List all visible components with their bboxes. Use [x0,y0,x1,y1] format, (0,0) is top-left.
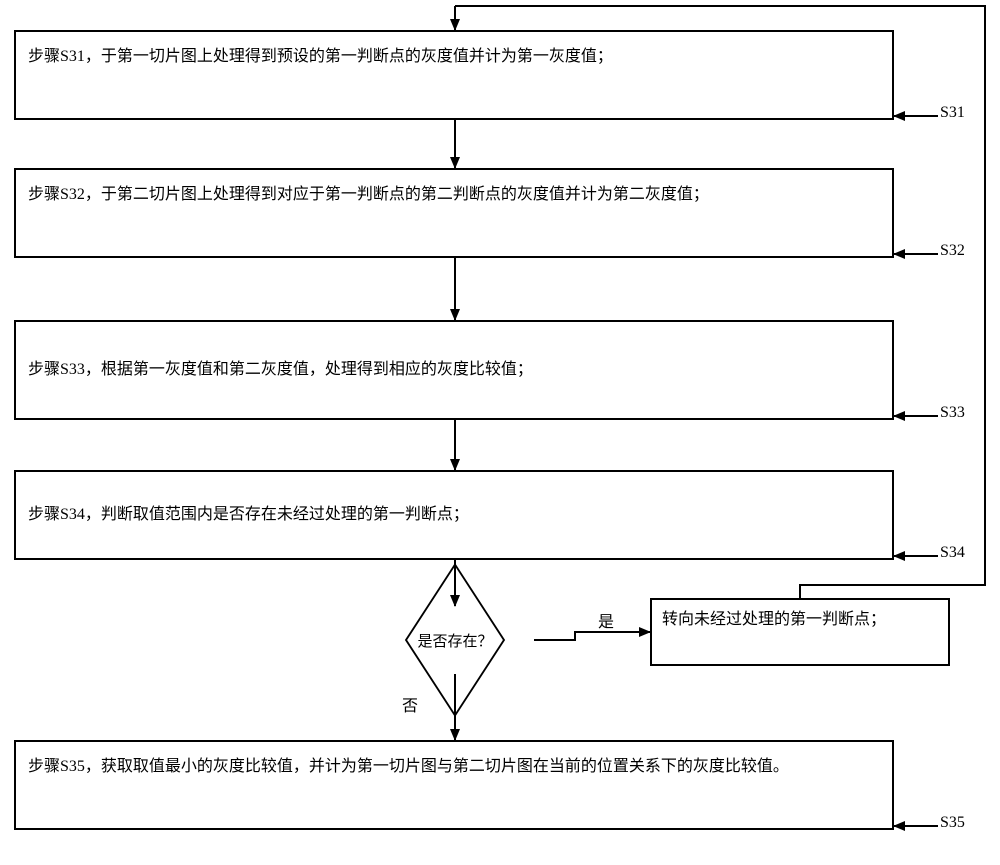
step-s32-text: 步骤S32，于第二切片图上处理得到对应于第一判断点的第二判断点的灰度值并计为第二… [28,186,709,203]
label-s31: S31 [940,104,965,122]
label-s33: S33 [940,404,965,422]
branch-box: 转向未经过处理的第一判断点； [650,598,950,666]
label-s34: S34 [940,544,965,562]
decision-no-label: 否 [402,692,418,716]
label-s35: S35 [940,814,965,832]
label-s32: S32 [940,242,965,260]
step-s31-box: 步骤S31，于第一切片图上处理得到预设的第一判断点的灰度值并计为第一灰度值； [14,30,894,120]
step-s31-text: 步骤S31，于第一切片图上处理得到预设的第一判断点的灰度值并计为第一灰度值； [28,48,613,65]
step-s34-text: 步骤S34，判断取值范围内是否存在未经过处理的第一判断点； [28,500,469,530]
step-s33-box: 步骤S33，根据第一灰度值和第二灰度值，处理得到相应的灰度比较值； [14,320,894,420]
step-s32-box: 步骤S32，于第二切片图上处理得到对应于第一判断点的第二判断点的灰度值并计为第二… [14,168,894,258]
step-s35-text: 步骤S35，获取取值最小的灰度比较值，并计为第一切片图与第二切片图在当前的位置关… [28,758,789,775]
step-s35-box: 步骤S35，获取取值最小的灰度比较值，并计为第一切片图与第二切片图在当前的位置关… [14,740,894,830]
decision-yes-label: 是 [598,608,614,632]
step-s33-text: 步骤S33，根据第一灰度值和第二灰度值，处理得到相应的灰度比较值； [28,355,533,385]
flow-arrows [0,0,1000,865]
decision-text: 是否存在？ [417,630,492,651]
step-s34-box: 步骤S34，判断取值范围内是否存在未经过处理的第一判断点； [14,470,894,560]
branch-text: 转向未经过处理的第一判断点； [662,611,886,628]
decision-diamond: 是否存在？ [375,605,535,675]
